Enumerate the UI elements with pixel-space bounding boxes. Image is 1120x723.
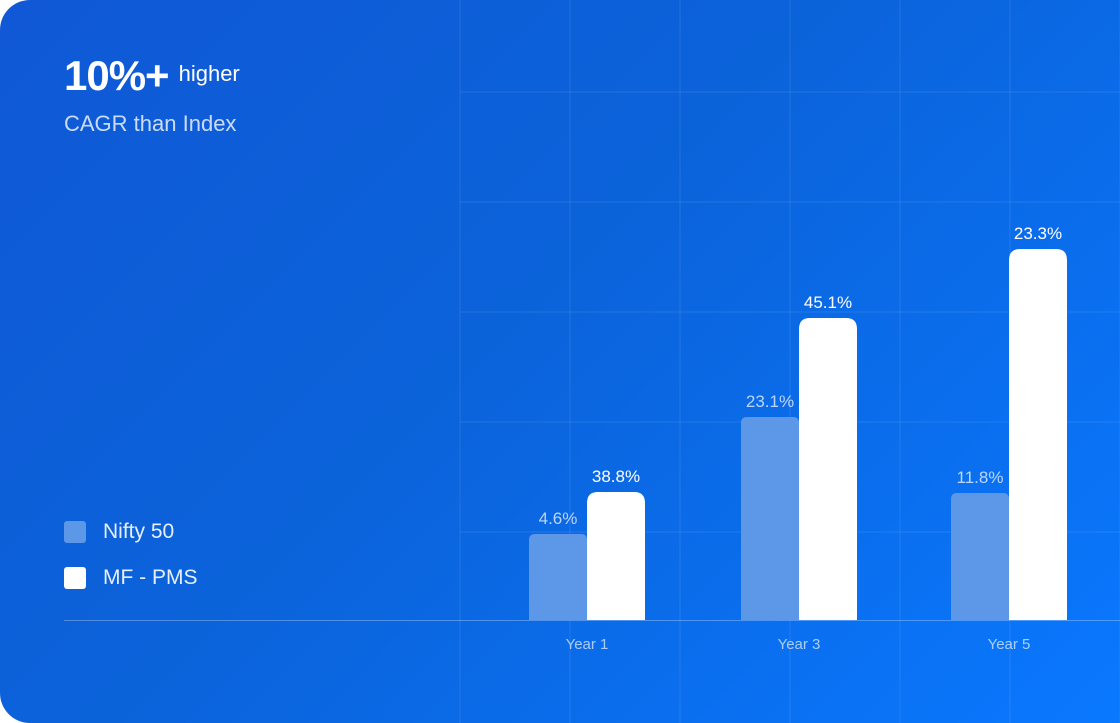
bar-mf-pms (799, 318, 857, 620)
legend-item-mf-pms: MF - PMS (64, 566, 198, 590)
legend-item-nifty-50: Nifty 50 (64, 520, 198, 544)
data-label: 11.8% (957, 468, 1004, 487)
x-tick-label: Year 5 (988, 636, 1031, 653)
bar-mf-pms (1009, 249, 1067, 620)
bar-nifty-50 (741, 417, 799, 620)
bar-mf-pms (587, 492, 645, 620)
data-label: 38.8% (592, 467, 640, 486)
data-label: 4.6% (539, 509, 578, 528)
headline-highlight: 10%+ (64, 52, 170, 99)
bar-nifty-50 (529, 534, 587, 620)
legend-swatch-nifty-50 (64, 521, 86, 543)
subtitle: CAGR than Index (64, 111, 237, 136)
x-tick-label: Year 1 (566, 636, 609, 653)
headline-suffix: higher (178, 61, 240, 86)
headline: 10%+ higher (64, 52, 240, 100)
x-tick-label: Year 3 (778, 636, 821, 653)
legend-swatch-mf-pms (64, 567, 86, 589)
data-label: 23.3% (1014, 224, 1062, 243)
legend-label-nifty-50: Nifty 50 (103, 520, 175, 543)
data-label: 23.1% (746, 392, 794, 411)
legend-label-mf-pms: MF - PMS (103, 566, 198, 589)
bar-nifty-50 (951, 493, 1009, 620)
legend: Nifty 50 MF - PMS (64, 520, 198, 612)
data-label: 45.1% (804, 293, 852, 312)
